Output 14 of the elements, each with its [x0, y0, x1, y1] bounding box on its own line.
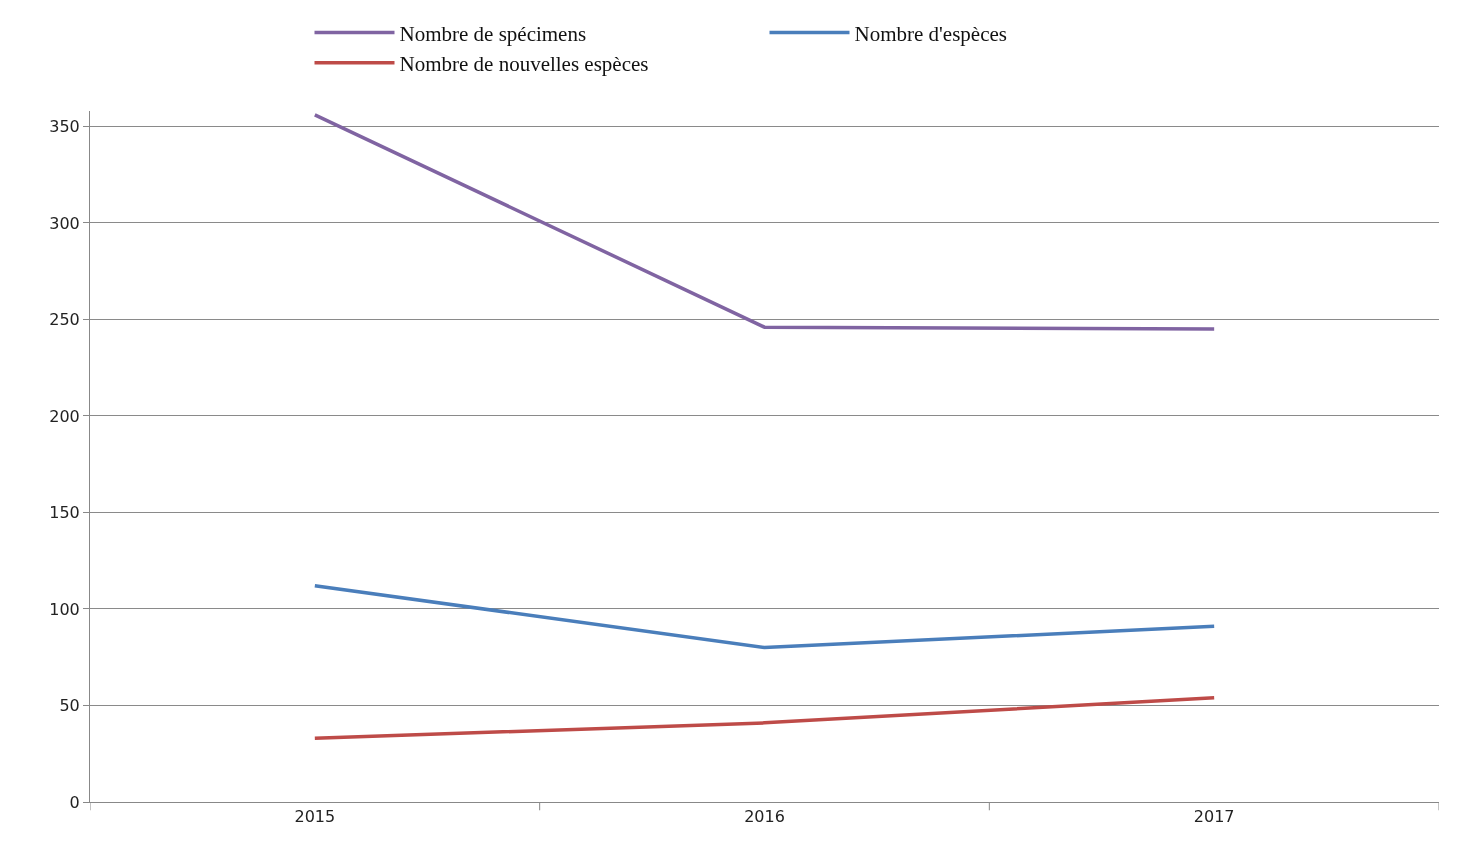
legend-label: Nombre de nouvelles espèces [399, 52, 649, 76]
x-tick-label: 2017 [1193, 807, 1235, 827]
legend-label: Nombre d'espèces [854, 21, 1007, 46]
y-tick-label: 100 [49, 599, 80, 619]
y-tick-label: 150 [49, 503, 80, 523]
y-tick-label: 200 [49, 406, 80, 426]
y-tick-label: 300 [49, 213, 80, 233]
y-tick-label: 0 [69, 792, 80, 812]
x-tick-label: 2016 [744, 807, 785, 827]
y-tick-label: 50 [59, 696, 80, 716]
legend-label: Nombre de spécimens [399, 21, 587, 46]
x-tick-label: 2015 [294, 807, 336, 827]
y-tick-label: 250 [49, 310, 80, 330]
y-tick-label: 350 [49, 117, 80, 137]
